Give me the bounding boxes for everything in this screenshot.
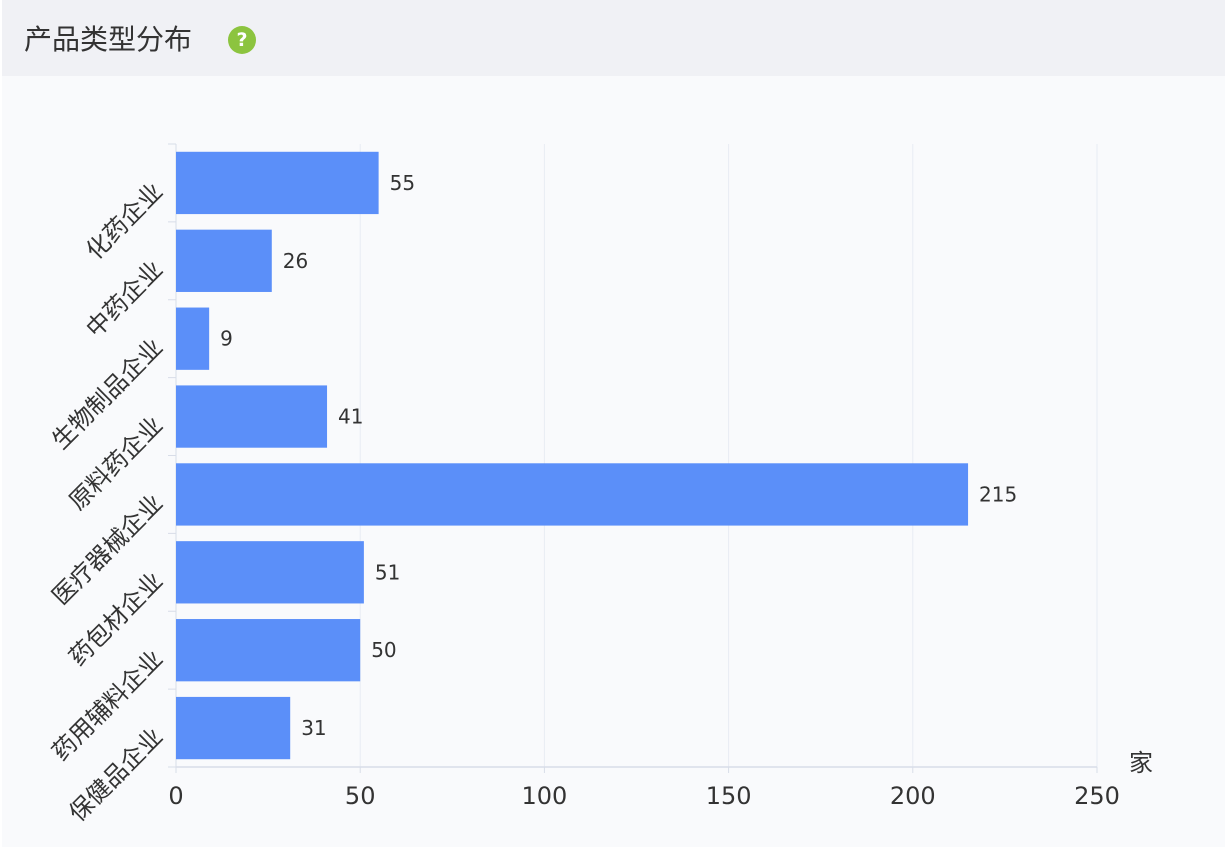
x-tick-label: 150 xyxy=(706,782,752,810)
data-label: 51 xyxy=(375,560,400,584)
bar xyxy=(176,619,361,682)
data-label: 215 xyxy=(979,482,1017,506)
data-label: 31 xyxy=(301,716,326,740)
x-tick-label: 250 xyxy=(1074,782,1120,810)
x-tick-label: 100 xyxy=(521,782,567,810)
bar xyxy=(176,307,210,370)
help-icon[interactable]: ? xyxy=(228,26,256,54)
bar xyxy=(176,541,364,604)
data-label: 26 xyxy=(283,249,308,273)
data-label: 50 xyxy=(371,638,396,662)
page-title: 产品类型分布 xyxy=(24,23,193,56)
data-label: 41 xyxy=(338,405,363,429)
bar xyxy=(176,229,272,292)
x-axis-unit-label: 家 xyxy=(1129,749,1153,777)
data-label: 9 xyxy=(220,327,233,351)
card-header: 产品类型分布 ? xyxy=(2,0,1225,76)
bar xyxy=(176,385,328,448)
y-tick-label: 中药企业 xyxy=(81,255,169,343)
y-tick-label: 化药企业 xyxy=(81,177,169,265)
bar xyxy=(176,463,969,526)
x-tick-label: 200 xyxy=(890,782,936,810)
bar xyxy=(176,151,379,215)
bar xyxy=(176,696,291,760)
x-tick-label: 50 xyxy=(345,782,376,810)
x-tick-label: 0 xyxy=(168,782,183,810)
data-label: 55 xyxy=(390,171,415,195)
